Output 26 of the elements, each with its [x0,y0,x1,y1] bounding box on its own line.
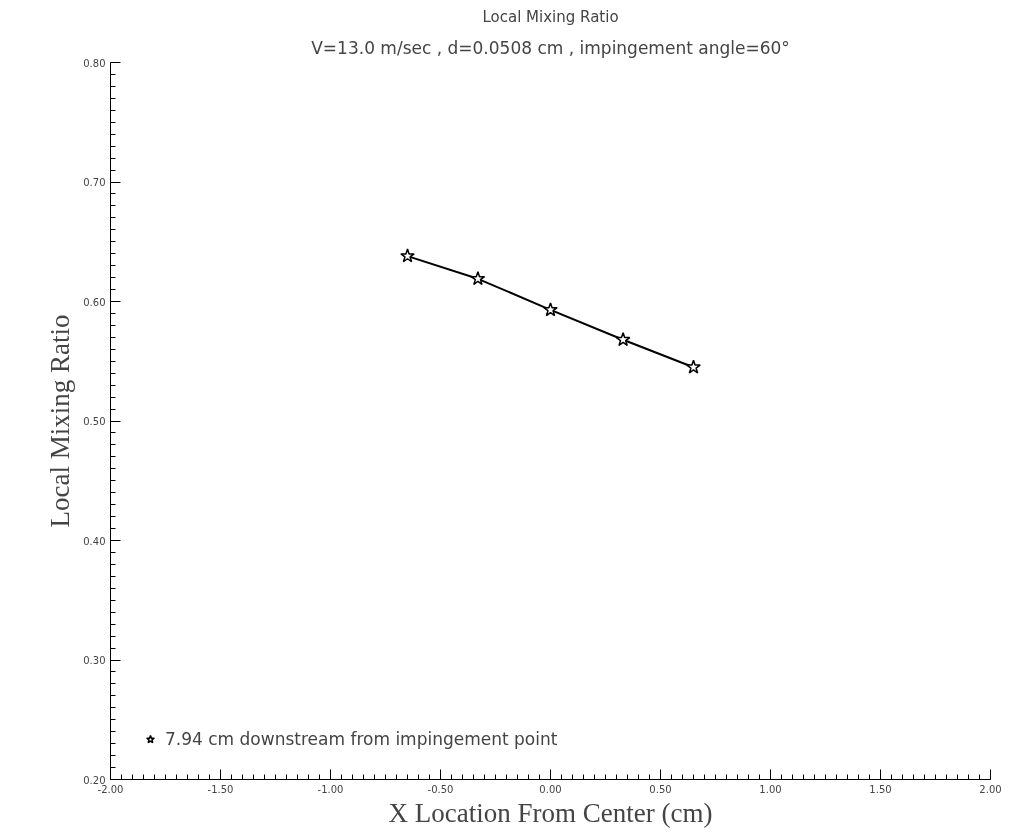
chart-title: Local Mixing Ratio [482,7,619,26]
point [470,271,486,286]
x-tick-label: 0.00 [539,783,562,795]
y-tick-label: 0.80 [83,57,106,69]
chart-subtitle: V=13.0 m/sec , d=0.0508 cm , impingement angle=60° [311,37,790,58]
point [686,359,701,374]
x-tick-label: 1.00 [759,783,782,795]
point [400,248,415,263]
y-tick-label: 0.70 [83,177,106,188]
x-tick-label: 1.50 [869,783,892,795]
point [543,302,558,317]
y-axis-title: Local Mixing Ratio [45,314,76,528]
x-tick-label: -1.00 [317,783,344,795]
legend-label: 7.94 cm downstream from impingement point [165,729,558,749]
y-tick-label: 0.50 [83,416,106,427]
y-tick-label: 0.40 [83,535,106,547]
x-axis-title: X Location From Center (cm) [388,797,713,828]
point [615,331,631,347]
x-tick-label: -1.50 [207,783,234,795]
y-tick-label: 0.20 [83,774,106,786]
y-tick-label: 0.30 [83,655,106,666]
y-tick-label: 0.60 [83,296,106,308]
x-tick-label: -2.00 [97,783,124,795]
x-tick-label: 0.50 [649,783,672,795]
x-tick-label: 2.00 [979,783,1002,795]
x-tick-label: -0.50 [427,783,454,795]
